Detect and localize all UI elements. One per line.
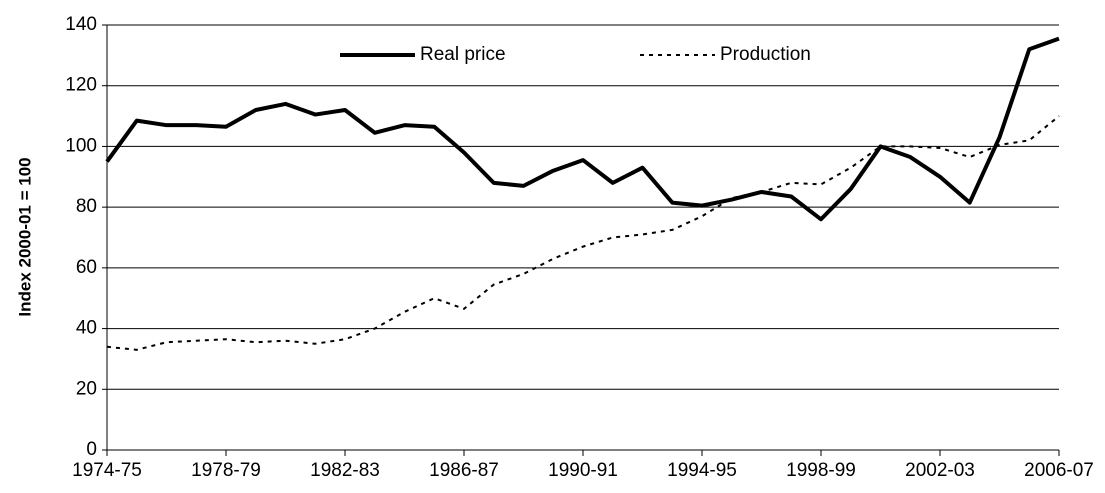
y-tick-label: 40 — [76, 318, 97, 339]
x-tick-label: 1994-95 — [667, 460, 737, 481]
x-tick-label: 2006-07 — [1024, 460, 1094, 481]
legend-label: Production — [720, 44, 811, 65]
y-tick-label: 100 — [65, 135, 97, 156]
y-tick-label: 60 — [76, 257, 97, 278]
x-tick-label: 1974-75 — [72, 460, 142, 481]
x-tick-label: 2002-03 — [905, 460, 975, 481]
y-axis-label: Index 2000-01 = 100 — [15, 157, 34, 316]
x-tick-label: 1982-83 — [310, 460, 380, 481]
y-tick-label: 20 — [76, 378, 97, 399]
legend-label: Real price — [420, 44, 506, 65]
y-tick-label: 140 — [65, 14, 97, 35]
y-tick-label: 120 — [65, 75, 97, 96]
y-tick-label: 80 — [76, 196, 97, 217]
x-tick-label: 1986-87 — [429, 460, 499, 481]
x-tick-label: 1978-79 — [191, 460, 261, 481]
series-line — [105, 36, 1060, 222]
y-tick-label: 0 — [86, 439, 97, 460]
x-tick-label: 1990-91 — [548, 460, 618, 481]
series-line — [106, 115, 1060, 351]
x-tick-label: 1998-99 — [786, 460, 856, 481]
